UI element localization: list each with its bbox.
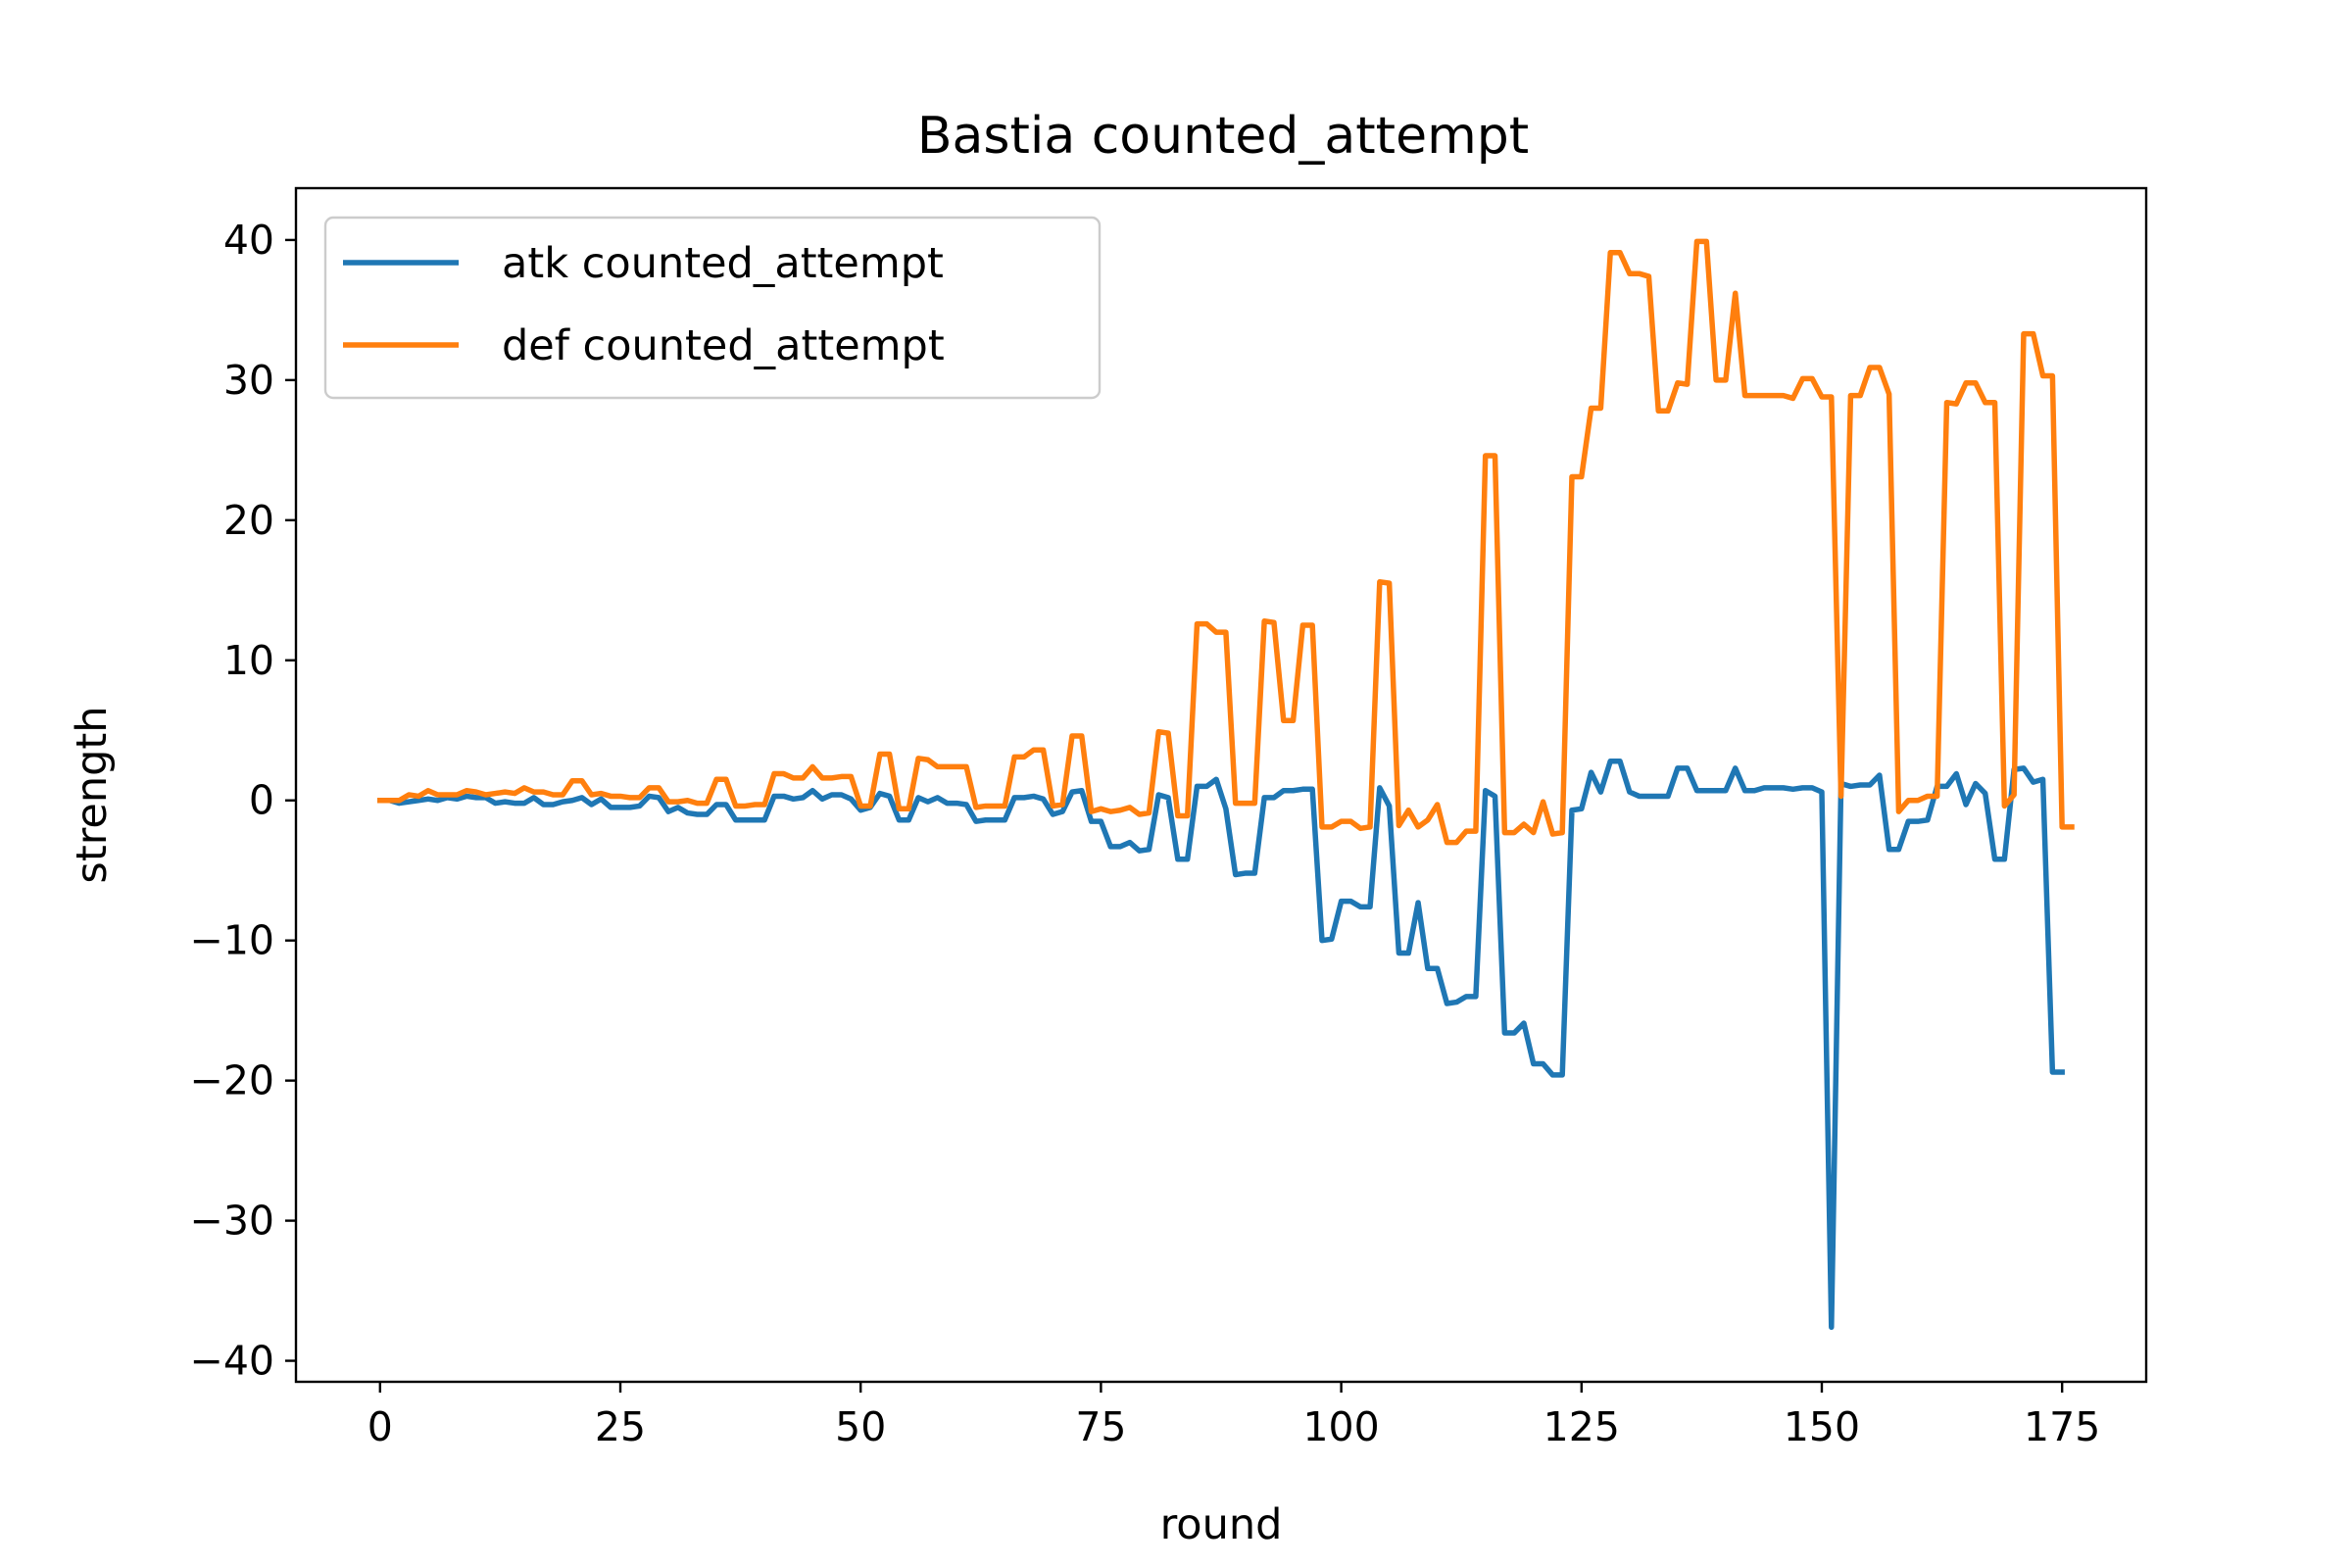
plot-frame (294, 186, 2148, 1384)
x-tick-label: 125 (1544, 1403, 1620, 1450)
y-tick-label: 0 (249, 777, 274, 824)
x-axis: 0 25 50 75 100 125 150 175 (368, 1382, 2100, 1450)
x-tick-label: 150 (1784, 1403, 1860, 1450)
x-tick-label: 100 (1302, 1403, 1379, 1450)
y-tick-label: 20 (223, 497, 274, 544)
plot-series (377, 238, 2075, 1330)
legend-box (323, 216, 1102, 400)
x-axis-title: round (1160, 1500, 1283, 1549)
y-tick-label: 40 (223, 217, 274, 264)
chart-title: Bastia counted_attempt (917, 107, 1529, 166)
legend: atk counted_attempt def counted_attempt (323, 216, 1102, 400)
y-tick-label: −40 (189, 1338, 274, 1385)
legend-label-def: def counted_attempt (502, 321, 945, 370)
y-tick-label: −10 (189, 917, 274, 964)
y-axis: −40 −30 −20 −10 0 10 20 30 40 (189, 217, 296, 1385)
x-tick-label: 175 (2024, 1403, 2100, 1450)
y-tick-label: −30 (189, 1198, 274, 1245)
legend-label-atk: atk counted_attempt (502, 239, 944, 288)
x-tick-label: 0 (368, 1403, 393, 1450)
y-axis-title: strength (68, 706, 117, 883)
y-tick-label: 10 (223, 637, 274, 684)
x-tick-label: 75 (1075, 1403, 1126, 1450)
y-tick-label: −20 (189, 1057, 274, 1104)
x-tick-label: 25 (595, 1403, 646, 1450)
x-tick-label: 50 (835, 1403, 886, 1450)
y-tick-label: 30 (223, 357, 274, 404)
series-line-atk (377, 758, 2065, 1330)
series-line-def (377, 238, 2075, 846)
